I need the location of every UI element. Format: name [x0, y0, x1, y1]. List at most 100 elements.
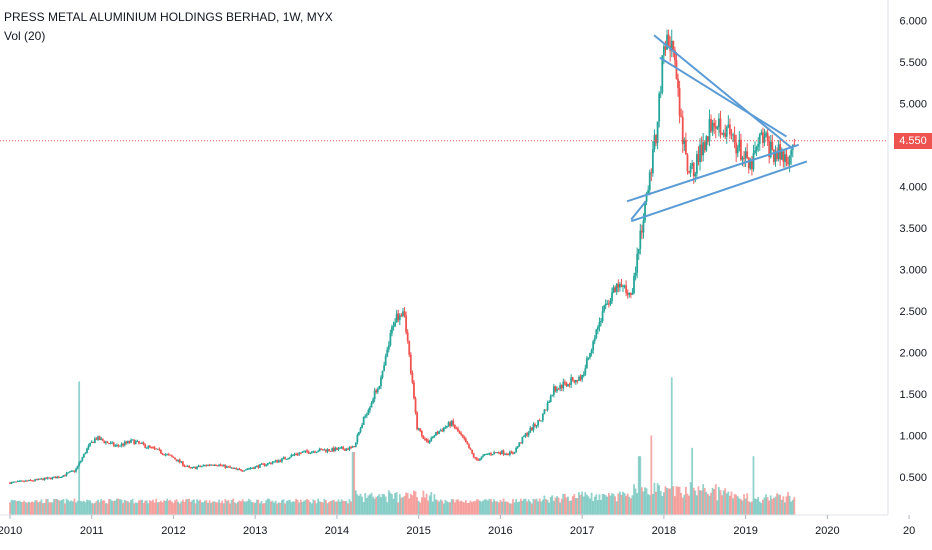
volume-bar [408, 498, 411, 515]
candle-body [136, 440, 139, 442]
volume-bar [307, 500, 310, 515]
candle-body [265, 464, 268, 466]
volume-bar [430, 492, 433, 515]
volume-bar [485, 499, 488, 515]
volume-bar [64, 503, 66, 515]
candle-body [79, 460, 82, 463]
candle-body [100, 438, 103, 440]
volume-bar [636, 493, 639, 515]
candle-body [771, 141, 774, 150]
volume-bar [46, 498, 49, 515]
volume-bar [483, 499, 486, 515]
volume-bar [372, 496, 374, 515]
candle-body [287, 458, 290, 460]
candle-body [397, 313, 400, 321]
volume-bar [42, 503, 44, 515]
volume-bar [394, 493, 396, 515]
volume-bar [669, 488, 672, 515]
candle-body [93, 438, 96, 443]
candle-body [675, 60, 678, 79]
volume-bar [60, 499, 63, 515]
volume-bar [284, 503, 286, 515]
volume-bar [15, 501, 18, 515]
candle-body [161, 453, 164, 455]
candle-body [590, 350, 593, 353]
volume-bar [791, 499, 794, 515]
candle-body [640, 230, 643, 233]
volume-bar [70, 500, 73, 515]
y-tick-label: 2.000 [899, 347, 927, 359]
candle-body [145, 447, 148, 449]
x-tick-label: 2020 [815, 525, 839, 537]
candle-body [119, 445, 121, 447]
candle-body [469, 448, 472, 450]
volume-bar [713, 489, 716, 515]
candle-body [606, 303, 609, 305]
candle-body [23, 480, 26, 482]
candle-body [628, 292, 631, 295]
candle-body [639, 230, 642, 249]
candle-body [285, 458, 288, 460]
candle-body [389, 333, 392, 346]
candle-body [721, 132, 723, 135]
volume-bar [519, 498, 522, 515]
candle-body [769, 141, 772, 158]
volume-bar [156, 502, 159, 515]
candle-body [117, 445, 120, 447]
candle-body [75, 468, 77, 472]
candle-body [766, 132, 769, 142]
candle-body [78, 462, 81, 466]
volume-bar [373, 498, 376, 515]
volume-bar [207, 502, 209, 515]
candle-body [109, 442, 112, 444]
candle-body [475, 458, 478, 460]
candle-body [304, 450, 307, 452]
volume-bar [188, 498, 191, 515]
candle-body [128, 440, 131, 443]
candle-body [728, 124, 731, 135]
candle-body [226, 466, 228, 468]
candle-body [416, 412, 419, 430]
candle-body [237, 468, 239, 470]
volume-bar [71, 501, 74, 515]
candle-body [593, 337, 596, 342]
candle-body [31, 480, 33, 482]
volume-bar [538, 498, 541, 515]
volume-bar [427, 500, 430, 515]
candle-body [288, 457, 291, 459]
volume-bar [219, 502, 222, 515]
candle-body [104, 441, 107, 443]
candle-body [394, 322, 396, 326]
volume-bar [438, 501, 441, 515]
volume-bar [540, 501, 543, 515]
candle-body [309, 453, 312, 455]
volume-bar [92, 503, 95, 515]
volume-bar [556, 496, 558, 515]
candle-body [87, 445, 90, 449]
candle-body [224, 464, 227, 468]
volume-bar [186, 499, 189, 515]
volume-bar [37, 502, 40, 515]
candle-body [427, 440, 430, 443]
volume-bar [20, 501, 22, 515]
volume-bar [197, 500, 200, 515]
volume-bar [545, 499, 547, 515]
candle-body [705, 136, 708, 151]
candle-body [757, 143, 760, 147]
candle-body [293, 454, 296, 456]
candle-body [419, 428, 422, 432]
candle-body [548, 401, 551, 403]
volume-bar [728, 495, 731, 515]
volume-bar [658, 485, 661, 515]
volume-bar [479, 500, 481, 515]
candle-body [633, 275, 635, 294]
candle-body [378, 386, 381, 389]
volume-bar [702, 484, 705, 515]
volume-bar [84, 502, 87, 515]
candle-body [447, 422, 450, 426]
candle-body [480, 456, 483, 459]
candle-body [101, 438, 104, 441]
candle-body [592, 341, 595, 351]
volume-bar [721, 495, 723, 515]
